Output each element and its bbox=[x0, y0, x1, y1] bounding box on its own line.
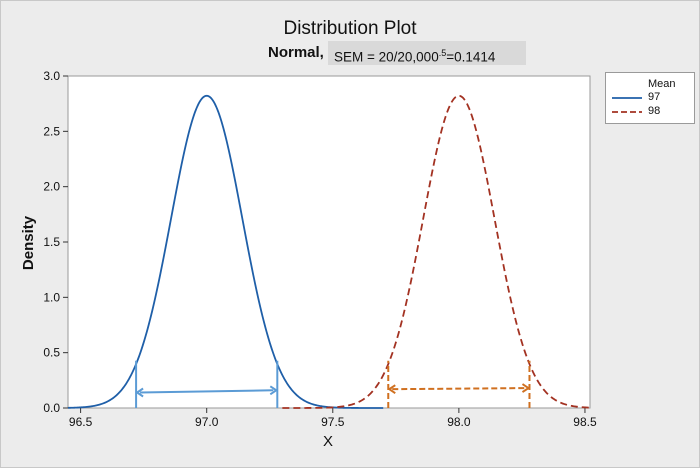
subtitle-box: SEM = 20/20,000.5=0.1414 bbox=[328, 41, 526, 65]
legend-title: Mean bbox=[648, 78, 676, 90]
legend-label-98: 98 bbox=[648, 105, 661, 117]
subtitle-main: SEM = 20/20,000 bbox=[334, 49, 439, 65]
y-tick-label: 2.0 bbox=[43, 180, 60, 194]
y-tick-label: 0.0 bbox=[43, 401, 60, 415]
arrowhead-left bbox=[135, 387, 144, 398]
legend-item-98: 98 bbox=[610, 105, 660, 119]
x-tick-label: 97.0 bbox=[195, 415, 219, 429]
x-tick-label: 96.5 bbox=[69, 415, 93, 429]
arrowhead-right bbox=[269, 385, 279, 396]
arrowhead-right bbox=[521, 383, 531, 393]
subtitle-sup: .5 bbox=[438, 48, 447, 58]
y-axis-label: Density bbox=[20, 215, 37, 270]
interval-arrow-line bbox=[140, 389, 274, 394]
y-axis: 0.0 0.5 1.0 1.5 2.0 2.5 3.0 bbox=[43, 69, 68, 415]
series-line-98 bbox=[282, 94, 591, 409]
y-tick-label: 3.0 bbox=[43, 69, 60, 83]
subtitle-end: =0.1414 bbox=[446, 49, 496, 65]
x-tick-label: 98.5 bbox=[573, 415, 597, 429]
legend-item-97: 97 bbox=[610, 91, 660, 105]
y-tick-label: 0.5 bbox=[43, 346, 60, 360]
y-tick-label: 2.5 bbox=[43, 124, 60, 138]
x-axis: 96.5 97.0 97.5 98.0 98.5 bbox=[69, 408, 597, 429]
series-layer bbox=[67, 94, 591, 409]
legend-swatch-97 bbox=[612, 97, 642, 99]
annotation-layer bbox=[135, 360, 531, 408]
legend-label-97: 97 bbox=[648, 91, 661, 103]
x-tick-label: 97.5 bbox=[321, 415, 345, 429]
subtitle-label: Normal, bbox=[268, 44, 324, 61]
chart-title: Distribution Plot bbox=[283, 18, 417, 39]
x-axis-label: X bbox=[323, 433, 333, 450]
legend: Mean 97 98 bbox=[605, 72, 695, 124]
interval-arrow-line bbox=[392, 387, 526, 391]
arrowhead-left bbox=[387, 384, 396, 395]
y-tick-label: 1.5 bbox=[43, 235, 60, 249]
y-tick-label: 1.0 bbox=[43, 290, 60, 304]
plot-area bbox=[67, 75, 591, 409]
legend-swatch-98 bbox=[612, 111, 642, 113]
x-tick-label: 98.0 bbox=[447, 415, 471, 429]
